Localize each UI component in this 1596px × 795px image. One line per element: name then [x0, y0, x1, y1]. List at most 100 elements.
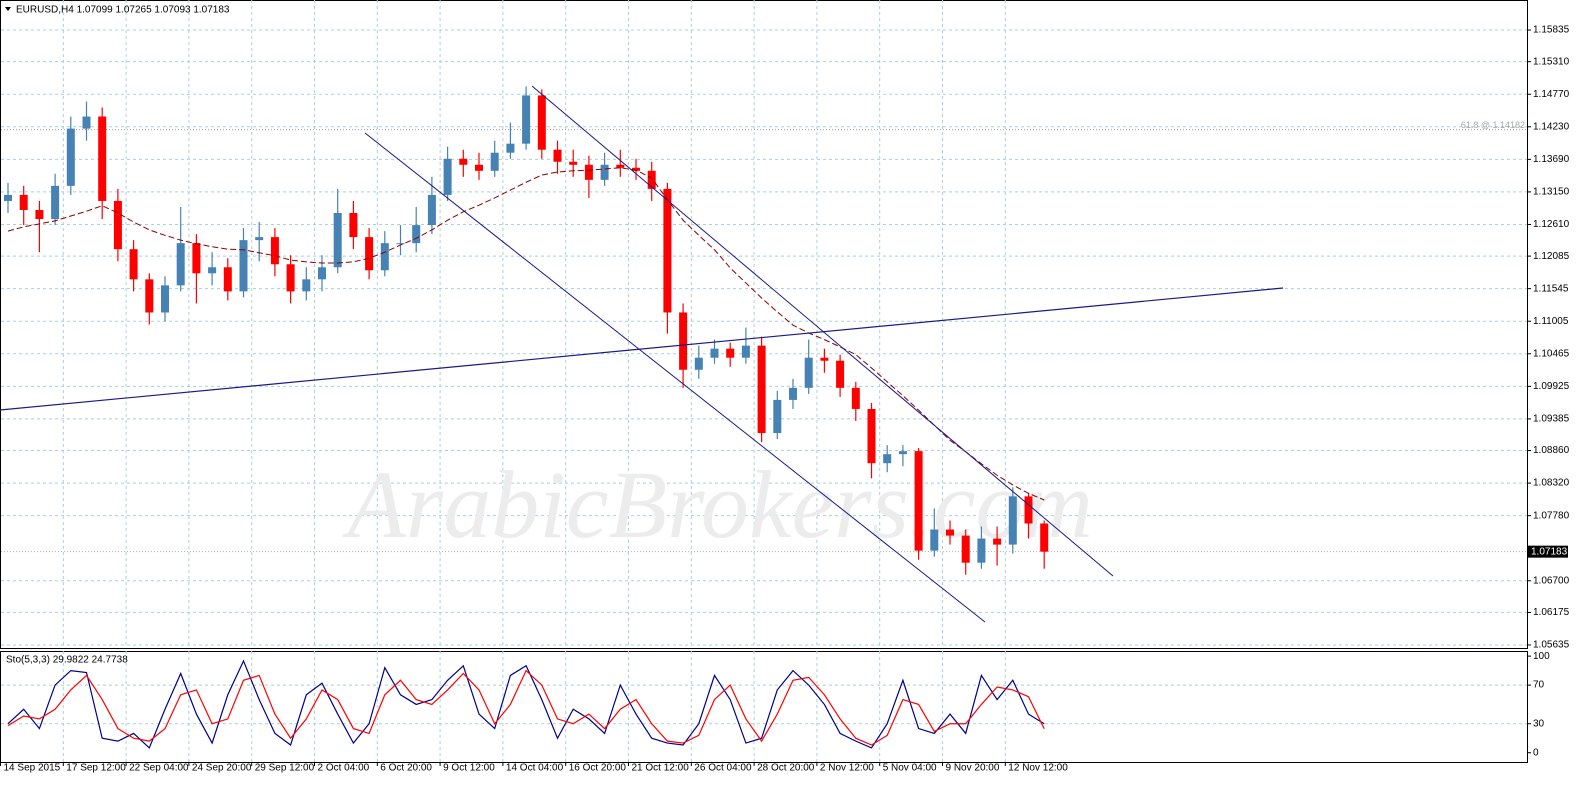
main-panel — [0, 0, 1528, 649]
candle-body — [475, 164, 483, 171]
candle-body — [396, 243, 405, 245]
candle-body — [977, 538, 986, 563]
candle-body — [679, 312, 688, 370]
candle-body — [66, 128, 75, 186]
x-tick-label: 2 Oct 04:00 — [318, 763, 370, 774]
candle-body — [490, 152, 499, 171]
osc-tick-label: 70 — [1533, 680, 1545, 691]
candle-body — [741, 345, 750, 358]
candle-body — [694, 357, 703, 370]
y-tick-label: 1.13690 — [1533, 154, 1570, 165]
candle-body — [914, 451, 923, 551]
y-tick-label: 1.08860 — [1533, 445, 1570, 456]
candle-body — [4, 194, 12, 201]
x-tick-label: 2 Nov 12:00 — [820, 763, 874, 774]
candle-body — [412, 225, 421, 244]
candle-body — [553, 149, 562, 162]
candle-body — [647, 170, 656, 189]
x-tick-label: 26 Oct 04:00 — [694, 763, 752, 774]
y-tick-label: 1.09385 — [1533, 414, 1570, 425]
candle-body — [113, 200, 122, 250]
x-tick-label: 29 Sep 12:00 — [255, 763, 315, 774]
x-tick-label: 14 Sep 2015 — [4, 763, 61, 774]
y-tick-label: 1.12085 — [1533, 251, 1570, 262]
trend-line — [0, 287, 1284, 411]
x-tick-label: 9 Nov 20:00 — [946, 763, 1000, 774]
y-tick-label: 1.12610 — [1533, 219, 1570, 230]
candle-body — [600, 164, 609, 180]
candle-body — [506, 143, 515, 153]
y-tick-label: 1.14770 — [1533, 89, 1570, 100]
y-tick-label: 1.10465 — [1533, 348, 1570, 359]
x-tick-label: 22 Sep 04:00 — [129, 763, 189, 774]
oscillator-label: Sto(5,3,3) 29.9822 24.7738 — [6, 655, 128, 666]
y-tick-label: 1.13150 — [1533, 187, 1570, 198]
x-tick-label: 21 Oct 12:00 — [632, 763, 690, 774]
candle-body — [176, 243, 185, 286]
y-tick-label: 1.05635 — [1533, 640, 1570, 651]
candle-body — [145, 279, 154, 313]
candle-body — [757, 345, 766, 434]
candle-body — [789, 387, 797, 400]
candle-body — [1040, 523, 1049, 552]
menu-triangle[interactable] — [5, 7, 11, 11]
oscillator-line — [7, 669, 1045, 746]
y-tick-label: 1.07780 — [1533, 510, 1570, 521]
y-tick-label: 1.15835 — [1533, 25, 1570, 36]
candle-body — [129, 249, 138, 280]
candle-body — [98, 116, 107, 201]
candle-body — [208, 267, 217, 274]
candle-body — [883, 454, 892, 464]
osc-tick-label: 30 — [1533, 718, 1545, 729]
candle-body — [365, 237, 374, 271]
y-tick-label: 1.06700 — [1533, 575, 1570, 586]
x-tick-label: 17 Sep 12:00 — [66, 763, 126, 774]
candle-body — [537, 95, 546, 150]
candle-body — [192, 243, 201, 274]
candle-body — [161, 285, 169, 313]
y-tick-label: 1.06175 — [1533, 607, 1570, 618]
candle-body — [333, 213, 342, 268]
current-price-label: 1.07183 — [1531, 546, 1568, 557]
channel-upper — [531, 85, 1114, 577]
candle-body — [930, 529, 939, 551]
candle-body — [318, 267, 326, 280]
candle-body — [851, 387, 860, 409]
osc-tick-label: 0 — [1533, 747, 1539, 758]
candle-body — [961, 535, 970, 563]
candle-body — [867, 408, 876, 464]
candle-body — [255, 237, 264, 241]
x-tick-label: 9 Oct 12:00 — [443, 763, 495, 774]
candle-body — [569, 161, 578, 165]
candle-body — [616, 164, 625, 168]
candle-body — [35, 209, 44, 220]
candle-body — [522, 95, 531, 144]
candle-body — [898, 451, 907, 455]
candle-body — [1008, 496, 1017, 545]
osc-tick-label: 100 — [1533, 651, 1550, 662]
fib-label: 61.8 @ 1.14182 — [1461, 120, 1525, 130]
x-tick-label: 28 Oct 20:00 — [757, 763, 815, 774]
moving-average — [7, 167, 1045, 501]
marks-layer — [4, 86, 1049, 749]
x-tick-label: 24 Sep 20:00 — [192, 763, 252, 774]
candle-body — [51, 185, 60, 220]
candle-body — [19, 194, 28, 210]
oscillator-line — [7, 659, 1045, 749]
y-tick-label: 1.15310 — [1533, 56, 1570, 67]
candle-body — [946, 529, 954, 536]
candle-body — [584, 164, 593, 180]
header: EURUSD,H4 1.07099 1.07265 1.07093 1.0718… — [16, 5, 230, 16]
current-price-box — [1528, 545, 1568, 558]
candle-body — [286, 264, 295, 292]
candle-body — [443, 158, 452, 195]
candle-body — [804, 357, 813, 388]
oscillator-panel — [0, 651, 1528, 763]
x-tick-label: 6 Oct 20:00 — [380, 763, 432, 774]
candle-body — [427, 194, 436, 226]
y-tick-label: 1.11005 — [1533, 316, 1569, 327]
candle-body — [836, 360, 845, 388]
y-tick-label: 1.09925 — [1533, 381, 1570, 392]
